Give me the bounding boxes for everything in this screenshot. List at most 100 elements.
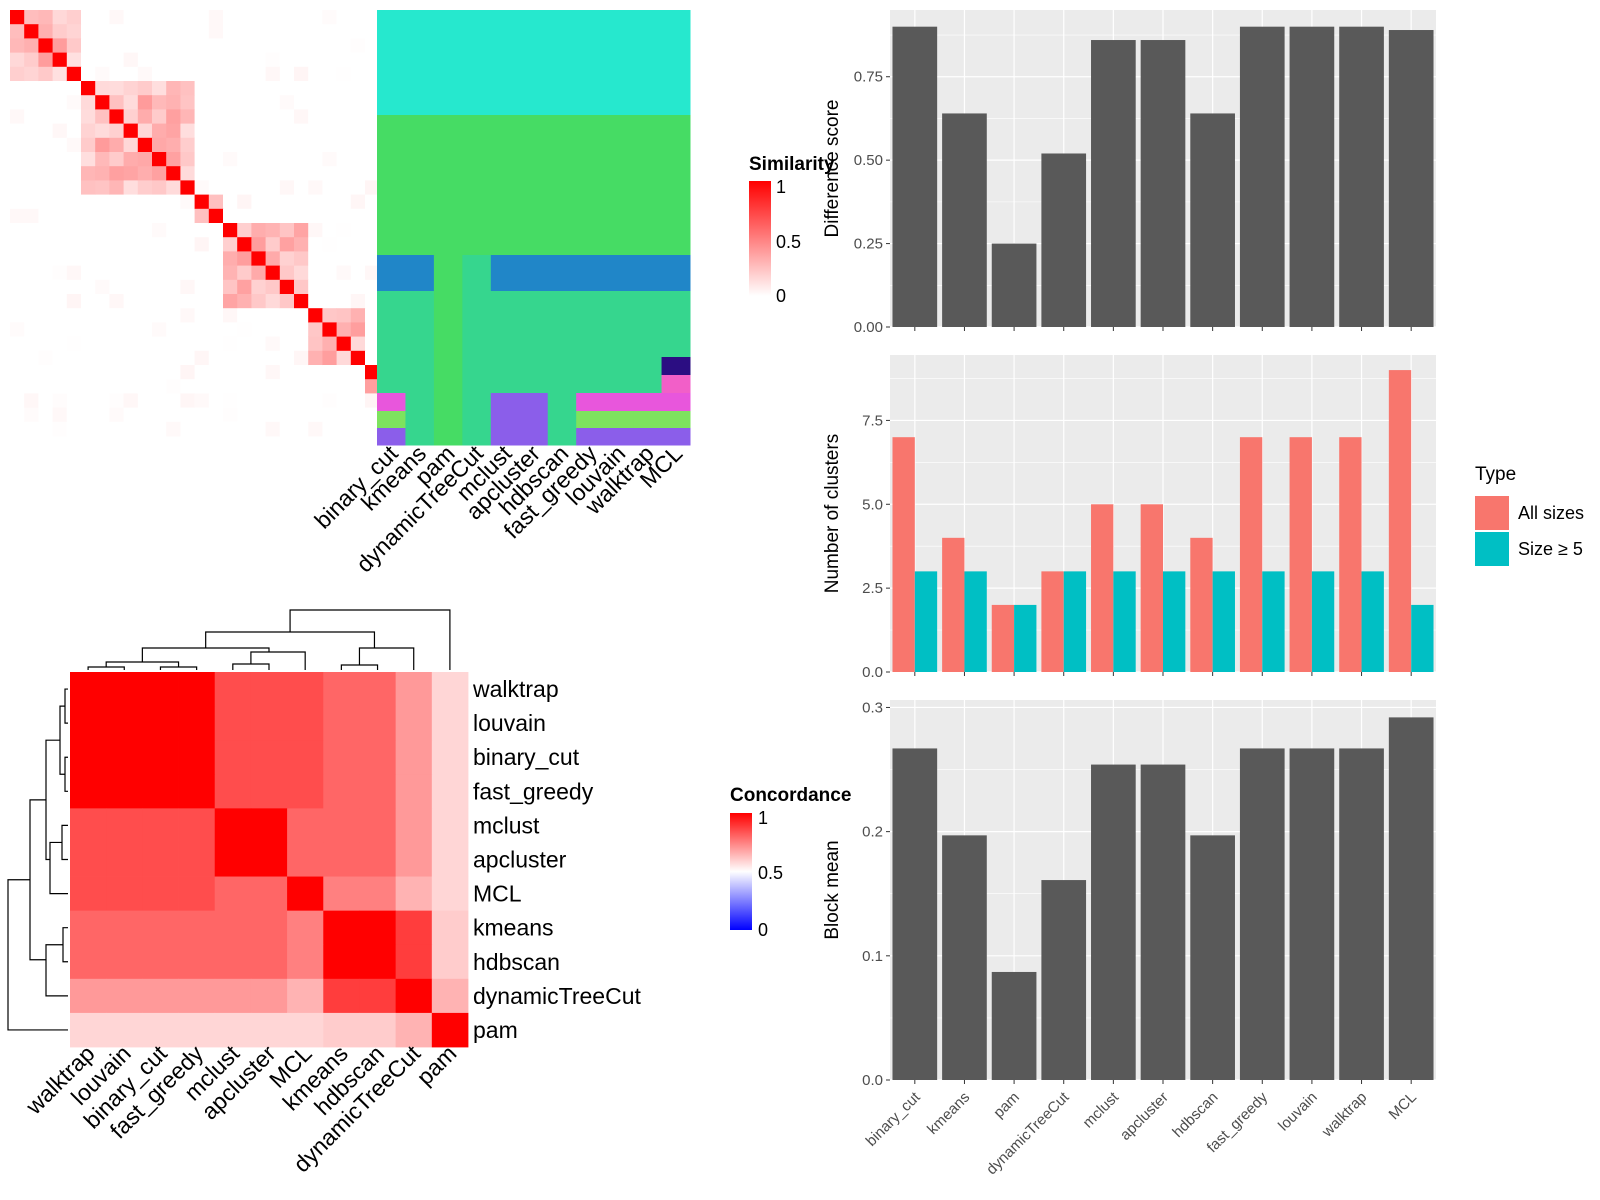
similarity-cell <box>308 336 323 352</box>
concordance-cell <box>178 1012 216 1048</box>
concordance-cell <box>287 978 324 1014</box>
similarity-cell <box>109 365 124 380</box>
similarity-cell <box>81 237 96 252</box>
similarity-cell <box>208 223 224 238</box>
similarity-cell <box>38 180 53 195</box>
bar-size-ge-5 <box>1411 604 1434 672</box>
concordance-row-label: dynamicTreeCut <box>473 983 641 1009</box>
similarity-cell <box>265 123 281 139</box>
concordance-cell <box>359 774 397 809</box>
similarity-cell <box>322 123 337 139</box>
assignment-cell <box>576 291 606 358</box>
similarity-cell <box>279 350 295 366</box>
similarity-cell <box>365 379 380 394</box>
similarity-cell <box>208 407 224 423</box>
similarity-cell <box>251 180 266 195</box>
concordance-cell <box>323 910 360 946</box>
similarity-cell <box>10 279 25 295</box>
concordance-cell <box>106 944 143 980</box>
similarity-cell <box>322 166 337 181</box>
bar-size-ge-5 <box>1361 571 1384 672</box>
similarity-cell <box>223 109 238 124</box>
similarity-cell <box>294 379 309 394</box>
row-dendrogram-branch <box>49 841 68 895</box>
similarity-cell <box>66 180 82 195</box>
concordance-row-label: kmeans <box>473 915 554 941</box>
similarity-cell <box>365 407 380 423</box>
concordance-cell <box>323 740 360 775</box>
similarity-cell <box>137 137 153 153</box>
concordance-row-label: MCL <box>473 881 522 907</box>
concordance-cell <box>142 672 179 707</box>
similarity-cell <box>251 208 266 224</box>
similarity-cell <box>123 365 139 380</box>
similarity-cell <box>237 407 252 423</box>
similarity-cell <box>194 180 210 195</box>
concordance-cell <box>70 808 107 843</box>
similarity-cell <box>294 81 309 96</box>
concordance-cell <box>106 876 143 912</box>
similarity-cell <box>294 10 309 25</box>
similarity-cell <box>52 166 68 181</box>
bar-size-ge-5 <box>1311 571 1335 672</box>
similarity-cell <box>109 223 124 238</box>
similarity-cell <box>66 109 82 124</box>
cluster-assignment-heatmap: binary_cutkmeanspamdynamicTreeCutmclusta… <box>309 10 691 577</box>
bar-size-ge-5 <box>964 571 987 672</box>
similarity-cell <box>66 137 82 153</box>
similarity-cell <box>279 38 295 53</box>
similarity-cell <box>223 123 238 139</box>
concordance-row-label: pam <box>473 1017 518 1043</box>
similarity-legend-bar <box>749 181 771 296</box>
similarity-cell <box>152 194 167 210</box>
concordance-cell <box>70 876 107 912</box>
concordance-cell <box>142 876 179 912</box>
similarity-cell <box>208 308 224 323</box>
similarity-cell <box>166 81 181 96</box>
similarity-cell <box>336 365 352 380</box>
similarity-cell <box>336 66 352 82</box>
similarity-cell <box>251 223 266 238</box>
similarity-cell <box>294 223 309 238</box>
similarity-cell <box>279 336 295 352</box>
similarity-cell <box>180 223 195 238</box>
concordance-cell <box>250 978 288 1014</box>
assignment-cell <box>519 291 549 358</box>
similarity-cell <box>180 10 195 25</box>
similarity-cell <box>52 336 68 352</box>
similarity-cell <box>336 379 352 394</box>
bar-size-ge-5 <box>1014 604 1037 672</box>
similarity-cell <box>251 421 266 437</box>
similarity-cell <box>38 95 53 110</box>
similarity-cell <box>137 166 153 181</box>
similarity-cell <box>52 10 68 25</box>
similarity-cell <box>123 336 139 352</box>
bar <box>892 26 938 328</box>
similarity-cell <box>350 379 366 394</box>
similarity-cell <box>279 407 295 423</box>
similarity-cell <box>137 66 153 82</box>
similarity-cell <box>10 81 25 96</box>
similarity-cell <box>81 66 96 82</box>
similarity-cell <box>52 237 68 252</box>
similarity-cell <box>38 38 53 53</box>
similarity-cell <box>365 350 380 366</box>
assignment-cell <box>490 357 520 376</box>
row-dendrogram-branch <box>45 944 68 997</box>
legend-key-all-sizes <box>1475 496 1509 530</box>
similarity-cell <box>52 95 68 110</box>
similarity-cell <box>322 421 337 437</box>
assignment-cell <box>490 115 520 256</box>
similarity-cell <box>265 421 281 437</box>
similarity-cell <box>95 379 110 394</box>
similarity-cell <box>109 66 124 82</box>
similarity-cell <box>237 365 252 380</box>
similarity-cell <box>194 152 210 167</box>
similarity-cell <box>52 223 68 238</box>
similarity-cell <box>81 123 96 139</box>
similarity-cell <box>223 336 238 352</box>
similarity-cell <box>265 379 281 394</box>
similarity-cell <box>10 265 25 281</box>
similarity-cell <box>365 336 380 352</box>
x-tick-label: MCL <box>1386 1089 1420 1123</box>
